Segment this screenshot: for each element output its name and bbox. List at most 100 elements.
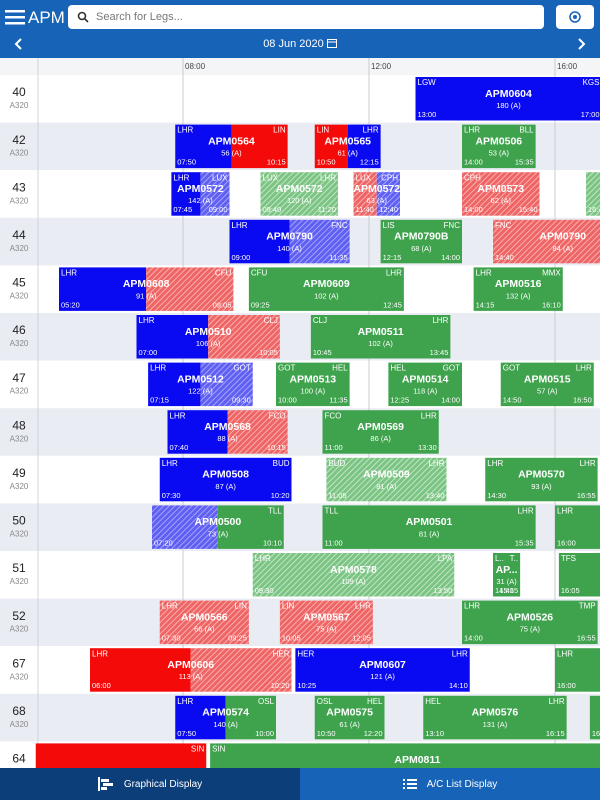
leg-bar[interactable] (171, 172, 201, 216)
leg-bar[interactable] (314, 695, 385, 740)
leg-bar[interactable] (310, 315, 451, 359)
tab-graphical[interactable]: Graphical Display (0, 768, 300, 800)
leg-bar[interactable] (217, 505, 284, 549)
leg-bar[interactable] (248, 267, 404, 311)
leg-bar[interactable] (227, 410, 288, 454)
leg-end: 10:15 (267, 158, 286, 167)
leg-bar[interactable] (90, 648, 191, 692)
leg-bar[interactable] (59, 267, 147, 311)
leg-bar[interactable] (152, 505, 218, 549)
leg-bar[interactable] (175, 695, 226, 740)
leg-bar[interactable] (231, 124, 288, 169)
menu-icon[interactable] (5, 9, 25, 25)
leg-bar[interactable] (229, 219, 290, 264)
leg-bar[interactable] (295, 648, 470, 692)
leg-bar[interactable] (415, 77, 600, 121)
leg-flight: APM0790 (539, 231, 586, 243)
leg-end: 10:10 (263, 538, 282, 547)
tab-list[interactable]: A/C List Display (300, 768, 600, 800)
leg-bar[interactable] (555, 505, 600, 549)
leg-bar[interactable] (423, 695, 567, 740)
leg-destination: LHR (421, 411, 437, 420)
leg-bar[interactable] (200, 172, 230, 216)
leg-destination: CFU (215, 269, 232, 278)
leg-bar[interactable] (314, 124, 348, 169)
leg-bar[interactable] (376, 172, 400, 216)
leg-bar[interactable] (146, 267, 234, 311)
leg-bar[interactable] (500, 362, 594, 407)
leg-destination: LHR (518, 507, 534, 516)
leg-bar[interactable] (159, 457, 292, 502)
leg-bar[interactable] (589, 695, 600, 740)
leg-pax: 87 (A) (215, 482, 236, 491)
leg-bar[interactable] (353, 172, 377, 216)
leg-flight: APM0512 (177, 373, 224, 385)
row-label: 47 (12, 371, 26, 385)
settings-button[interactable] (556, 5, 594, 29)
leg-bar[interactable] (380, 219, 462, 264)
leg-destination: LHR (576, 364, 592, 373)
leg-flight: APM0514 (402, 373, 449, 385)
leg-bar[interactable] (175, 124, 232, 169)
leg-destination: GOT (233, 364, 250, 373)
row-label: 68 (12, 704, 26, 718)
leg-start: 07:50 (177, 158, 196, 167)
leg-bar[interactable] (555, 648, 600, 692)
leg-bar[interactable] (586, 172, 600, 216)
leg-bar[interactable] (462, 172, 540, 216)
leg-start: 16:45 (592, 729, 600, 738)
leg-bar[interactable] (200, 362, 253, 407)
leg-pax: 75 (A) (520, 625, 541, 634)
leg-bar[interactable] (208, 315, 280, 359)
leg-bar[interactable] (388, 362, 462, 407)
leg-bar[interactable] (167, 410, 228, 454)
prev-day[interactable] (14, 38, 24, 50)
leg-end: 10:15 (267, 443, 286, 452)
leg-origin: LHR (173, 173, 189, 182)
leg-bar[interactable] (322, 410, 439, 454)
leg-bar[interactable] (148, 362, 201, 407)
leg-bar[interactable] (347, 124, 381, 169)
leg-bar[interactable] (485, 457, 598, 502)
leg-bar[interactable] (326, 457, 447, 502)
row-background (0, 313, 600, 361)
leg-origin: FCO (325, 411, 342, 420)
leg-bar[interactable] (473, 267, 563, 311)
leg-end: 14:10 (449, 681, 468, 690)
leg-flight: APM0604 (485, 88, 532, 100)
leg-bar[interactable] (190, 648, 292, 692)
leg-bar[interactable] (276, 362, 350, 407)
next-day[interactable] (576, 38, 586, 50)
date-picker[interactable]: 08 Jun 2020 (0, 38, 600, 50)
leg-bar[interactable] (462, 600, 598, 645)
leg-bar[interactable] (159, 600, 249, 645)
leg-origin: LHR (557, 649, 573, 658)
leg-bar[interactable] (493, 219, 600, 264)
leg-origin: CFU (251, 269, 268, 278)
leg-bar[interactable] (289, 219, 350, 264)
leg-flight: APM0566 (181, 611, 228, 623)
leg-bar[interactable] (279, 600, 373, 645)
leg-pax: 140 (A) (277, 244, 302, 253)
leg-destination: LIN (234, 602, 247, 611)
leg-bar[interactable] (252, 553, 455, 597)
leg-start: 11:00 (325, 538, 343, 547)
leg-end: 10:20 (271, 681, 290, 690)
leg-bar[interactable] (493, 553, 521, 597)
leg-bar[interactable] (558, 553, 600, 597)
leg-end: 12:45 (383, 300, 402, 309)
leg-pax: 106 (A) (196, 339, 221, 348)
leg-bar[interactable] (260, 172, 339, 216)
leg-bar[interactable] (136, 315, 209, 359)
leg-end: 15:35 (515, 538, 534, 547)
leg-flight: APM0509 (363, 469, 410, 481)
leg-bar[interactable] (225, 695, 276, 740)
leg-pax: 122 (A) (188, 387, 213, 396)
leg-bar[interactable] (462, 124, 536, 169)
leg-origin: HEL (425, 697, 441, 706)
leg-destination: FCO (269, 411, 286, 420)
leg-flight: APM0511 (358, 326, 404, 338)
leg-end: 10:05 (259, 348, 278, 357)
search-box[interactable]: Search for Legs... (68, 5, 544, 29)
leg-bar[interactable] (322, 505, 536, 549)
